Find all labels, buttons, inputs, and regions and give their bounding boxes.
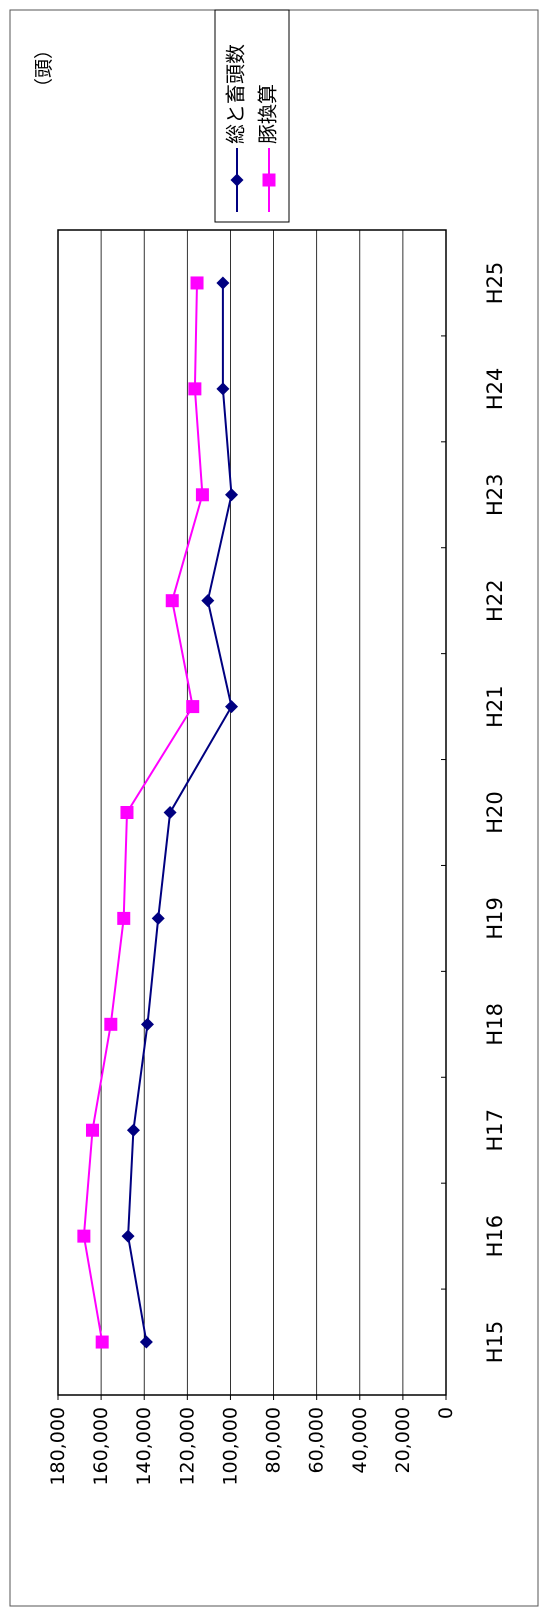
value-tick-label: 40,000	[349, 1407, 371, 1473]
legend-label: 豚換算	[256, 84, 280, 144]
data-point-diamond	[225, 700, 239, 714]
data-point-square	[190, 276, 204, 290]
category-tick-label: H19	[483, 897, 507, 940]
data-point-square	[104, 1017, 118, 1031]
data-point-diamond	[163, 806, 177, 819]
axes: 0 20,000 40,000 60,000 80,000 100,000 120,000 1…	[47, 229, 507, 1486]
category-tick-label: H24	[483, 368, 507, 411]
data-point-square	[77, 1229, 91, 1243]
data-point-square	[120, 806, 134, 819]
data-point-diamond	[139, 1335, 153, 1349]
category-tick-label: H25	[483, 262, 507, 305]
value-tick-label: 0	[435, 1407, 457, 1419]
legend-marker-square	[262, 173, 276, 187]
data-point-diamond	[201, 594, 215, 608]
data-point-diamond	[121, 1229, 135, 1243]
data-point-diamond	[140, 1017, 154, 1031]
plot-area	[57, 229, 447, 1396]
legend-marker-diamond	[230, 173, 244, 187]
plot-background	[58, 230, 446, 1395]
data-point-square	[165, 594, 179, 608]
data-point-diamond	[225, 488, 239, 502]
data-point-diamond	[216, 382, 230, 396]
value-tick-label: 180,000	[47, 1407, 69, 1486]
value-tick-label: 160,000	[90, 1407, 112, 1486]
data-point-square	[188, 382, 202, 396]
value-tick-label: 80,000	[263, 1407, 285, 1473]
series-layer	[77, 276, 239, 1349]
plot-frame	[57, 229, 447, 1396]
category-tick-label: H18	[483, 1003, 507, 1046]
category-tick-label: H20	[483, 791, 507, 834]
category-tick-label: H23	[483, 474, 507, 517]
category-tick-label: H22	[483, 579, 507, 622]
data-point-square	[117, 911, 131, 925]
category-tick-label: H16	[483, 1215, 507, 1258]
value-tick-label: 20,000	[392, 1407, 414, 1473]
data-point-diamond	[151, 911, 165, 925]
data-point-square	[95, 1335, 109, 1349]
data-point-square	[85, 1123, 99, 1137]
data-point-square	[186, 700, 200, 714]
value-tick-label: 60,000	[306, 1407, 328, 1473]
category-tick-label: H21	[483, 685, 507, 728]
data-point-diamond	[216, 276, 230, 290]
category-tick-label: H17	[483, 1109, 507, 1152]
data-point-square	[195, 488, 209, 502]
y-axis-unit-label: （頭）	[33, 40, 55, 97]
value-tick-label: 120,000	[176, 1407, 198, 1486]
legend-box	[214, 9, 290, 223]
data-point-diamond	[126, 1123, 140, 1137]
category-tick-label: H15	[483, 1321, 507, 1364]
legend-label: 総と畜頭数	[224, 44, 248, 144]
value-tick-label: 140,000	[133, 1407, 155, 1486]
legend: 総と畜頭数 豚換算	[214, 9, 290, 223]
labels: （頭）	[33, 40, 55, 97]
value-tick-label: 100,000	[219, 1407, 241, 1486]
